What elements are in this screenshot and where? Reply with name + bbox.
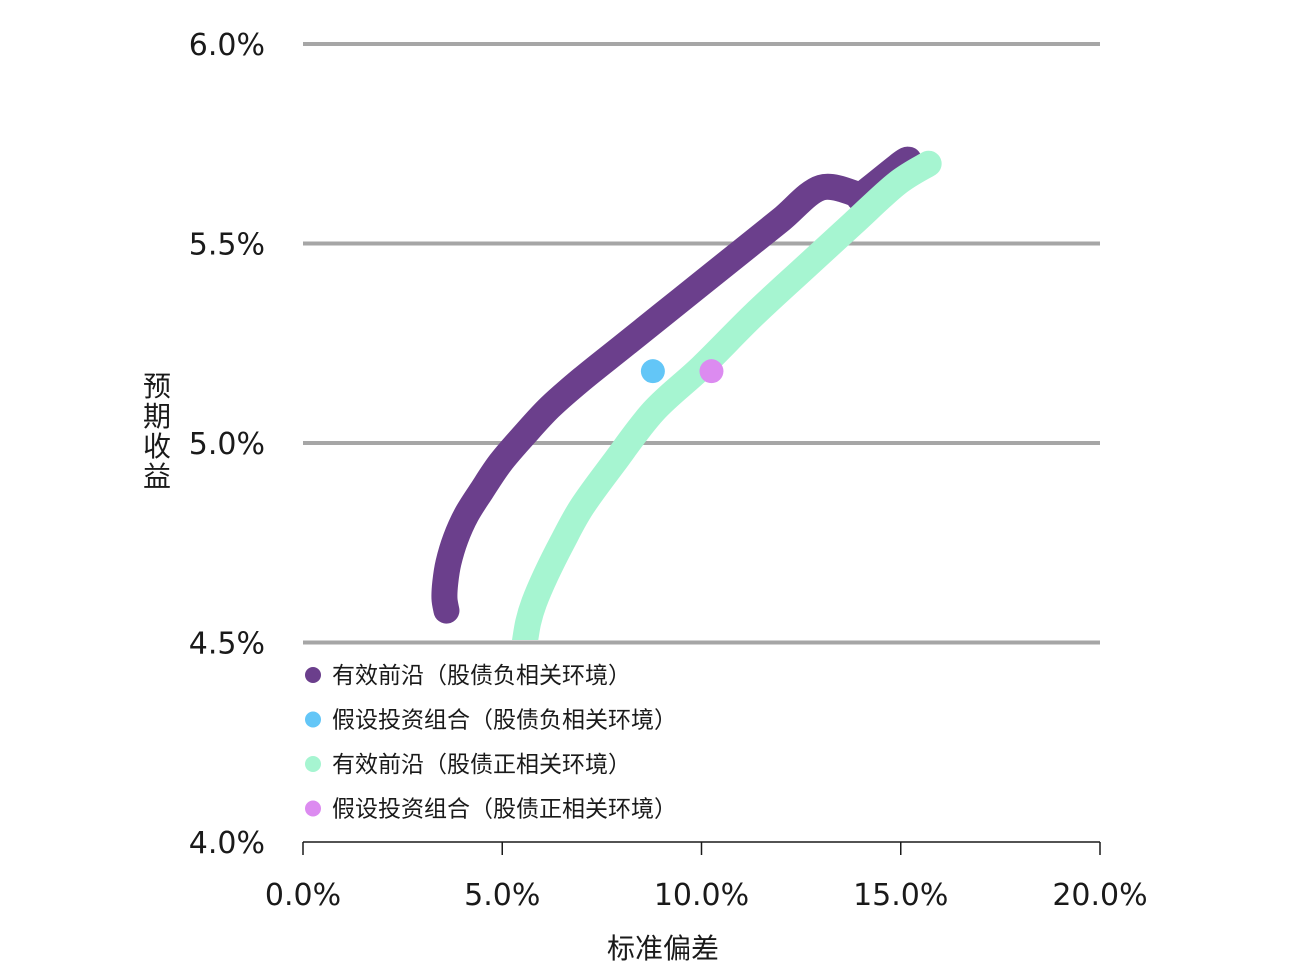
- y-axis-title-char: 收: [143, 430, 171, 463]
- legend-marker: [305, 800, 321, 817]
- series-point-1: [640, 359, 665, 384]
- x-axis-title: 标准偏差: [607, 932, 719, 965]
- legend-label: 假设投资组合（股债负相关环境）: [332, 708, 677, 734]
- y-tick-label: 4.0%: [189, 826, 265, 861]
- legend-label: 假设投资组合（股债正相关环境）: [332, 797, 677, 823]
- legend-label: 有效前沿（股债负相关环境）: [332, 663, 631, 689]
- tick-labels: 4.0% 4.5% 5.0% 5.5% 6.0% 0.0% 5.0% 10.0% 15.0% 20…: [189, 28, 1148, 913]
- x-tick-label: 10.0%: [654, 878, 749, 913]
- x-axis: [302, 841, 1101, 855]
- y-tick-label: 5.0%: [189, 427, 265, 462]
- y-tick-label: 4.5%: [189, 627, 265, 662]
- legend: 有效前沿（股债负相关环境） 假设投资组合（股债负相关环境） 有效前沿（股债正相关环境…: [305, 663, 677, 823]
- x-tick-label: 20.0%: [1052, 878, 1147, 913]
- y-tick-label: 5.5%: [189, 228, 265, 263]
- legend-marker: [305, 667, 321, 683]
- x-tick-label: 5.0%: [464, 878, 540, 913]
- series-point-3: [699, 359, 724, 384]
- x-tick-label: 0.0%: [265, 878, 341, 913]
- y-tick-label: 6.0%: [189, 28, 265, 63]
- legend-marker: [305, 711, 321, 728]
- gridlines: [303, 42, 1100, 645]
- x-tick-label: 15.0%: [853, 878, 948, 913]
- series-line-0: [431, 146, 922, 624]
- y-axis-title-char: 期: [143, 400, 171, 433]
- plot-area: [431, 146, 942, 640]
- legend-label: 有效前沿（股债正相关环境）: [332, 752, 631, 778]
- y-axis-title-char: 预: [143, 370, 171, 403]
- y-axis-title-char: 益: [143, 460, 171, 493]
- legend-marker: [305, 756, 321, 772]
- series-line-2: [512, 150, 942, 640]
